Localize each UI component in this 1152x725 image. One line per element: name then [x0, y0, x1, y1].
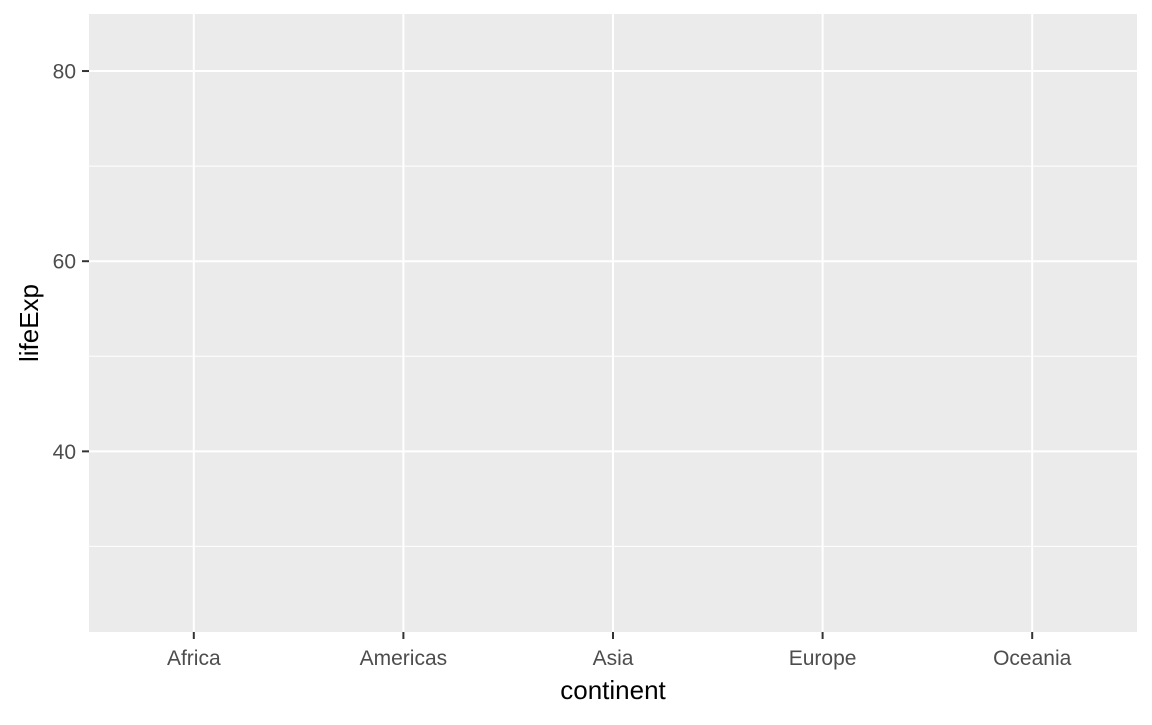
- y-tick-label-80: 80: [53, 61, 76, 84]
- x-axis: Africa Americas Asia Europe Oceania: [167, 632, 1072, 670]
- y-axis-title: lifeExp: [14, 284, 44, 362]
- y-axis: 40 60 80: [53, 61, 89, 464]
- x-tick-label-americas: Americas: [360, 647, 448, 670]
- grid-major-lines: [89, 14, 1137, 632]
- x-axis-title: continent: [560, 675, 666, 705]
- x-tick-label-africa: Africa: [167, 647, 221, 670]
- y-tick-label-40: 40: [53, 441, 76, 464]
- y-tick-label-60: 60: [53, 251, 76, 274]
- x-tick-label-asia: Asia: [593, 647, 634, 670]
- x-tick-label-europe: Europe: [789, 647, 857, 670]
- x-tick-label-oceania: Oceania: [993, 647, 1072, 670]
